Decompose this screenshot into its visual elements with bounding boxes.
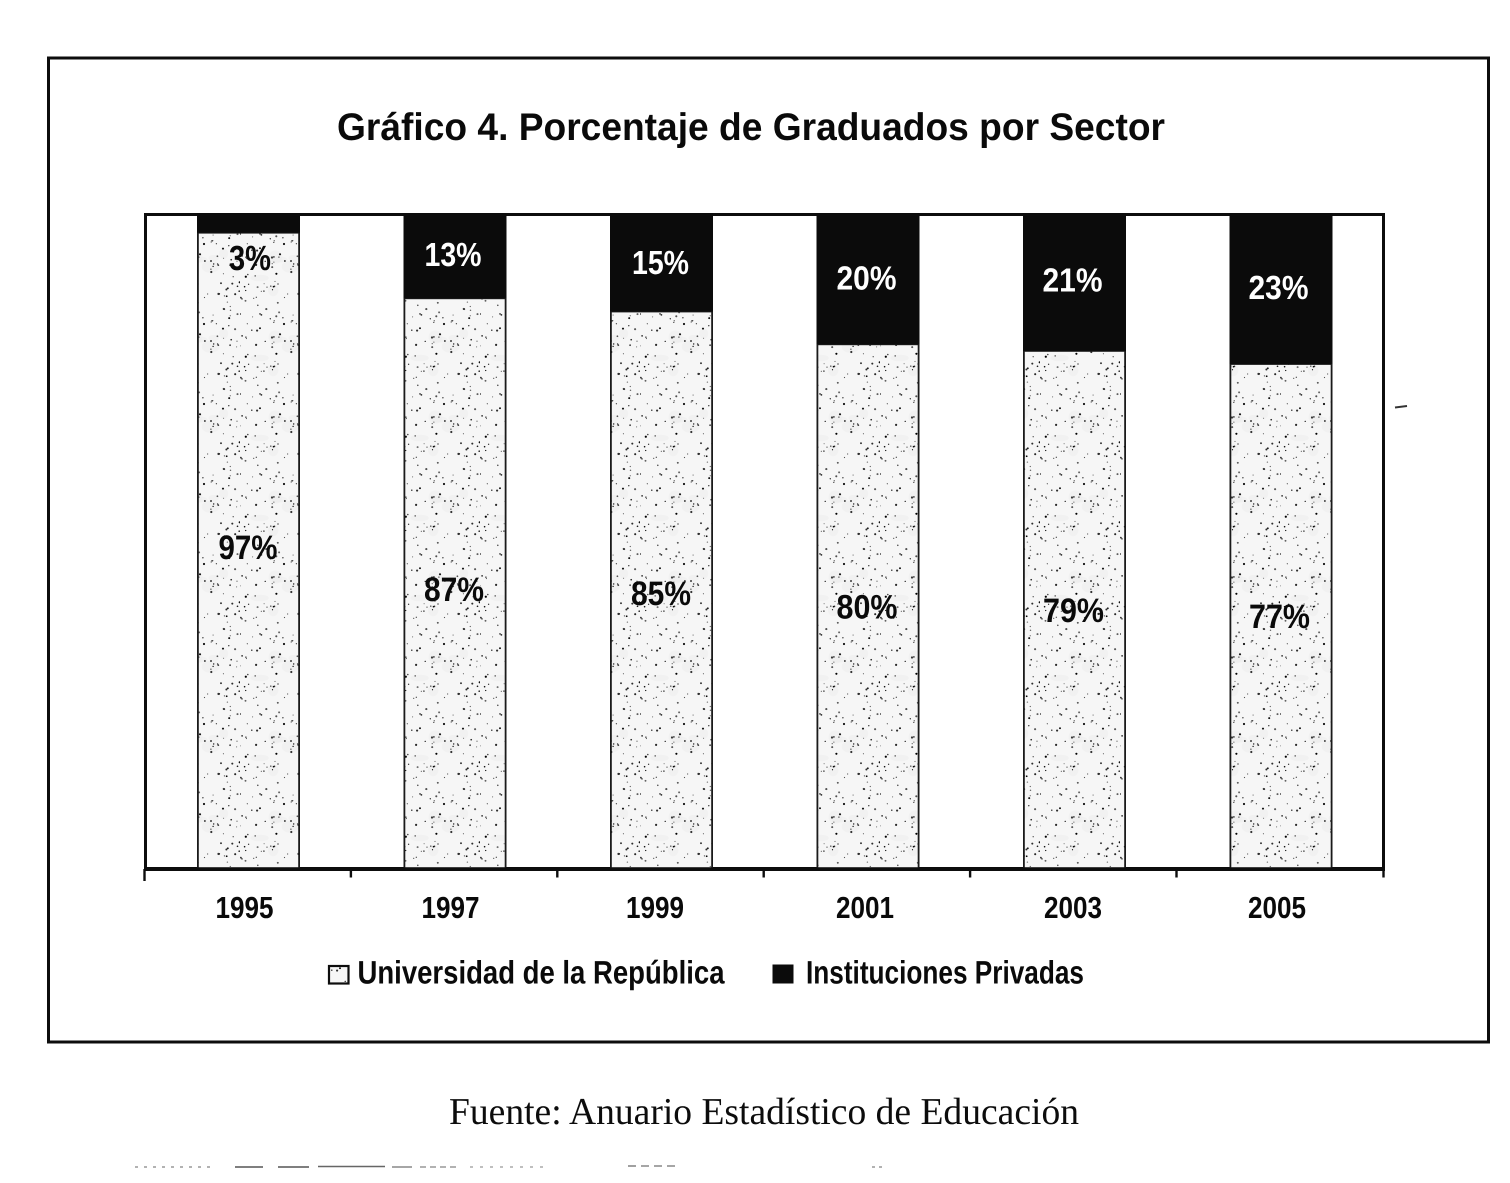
svg-text:15%: 15% — [632, 245, 689, 282]
svg-text:Gráfico 4. Porcentaje de Gradu: Gráfico 4. Porcentaje de Graduados por S… — [337, 106, 1165, 149]
svg-text:20%: 20% — [837, 261, 897, 298]
svg-text:2003: 2003 — [1044, 891, 1102, 925]
svg-text:85%: 85% — [631, 575, 691, 613]
svg-text:79%: 79% — [1043, 592, 1104, 630]
svg-text:3%: 3% — [229, 239, 271, 278]
svg-text:Universidad de la República: Universidad de la República — [358, 955, 726, 991]
svg-text:Instituciones Privadas: Instituciones Privadas — [806, 955, 1084, 991]
svg-text:23%: 23% — [1249, 270, 1309, 307]
svg-text:2001: 2001 — [836, 891, 894, 925]
svg-text:77%: 77% — [1249, 598, 1310, 636]
svg-text:2005: 2005 — [1248, 891, 1306, 925]
svg-text:97%: 97% — [219, 529, 278, 567]
svg-text:87%: 87% — [424, 571, 484, 609]
svg-text:1995: 1995 — [216, 891, 274, 925]
svg-text:1999: 1999 — [626, 891, 684, 925]
svg-text:21%: 21% — [1043, 263, 1103, 300]
svg-text:1997: 1997 — [422, 891, 480, 925]
svg-text:13%: 13% — [425, 237, 482, 274]
svg-text:Fuente: Anuario Estadístico de: Fuente: Anuario Estadístico de Educación — [449, 1091, 1079, 1133]
svg-text:80%: 80% — [837, 589, 898, 627]
